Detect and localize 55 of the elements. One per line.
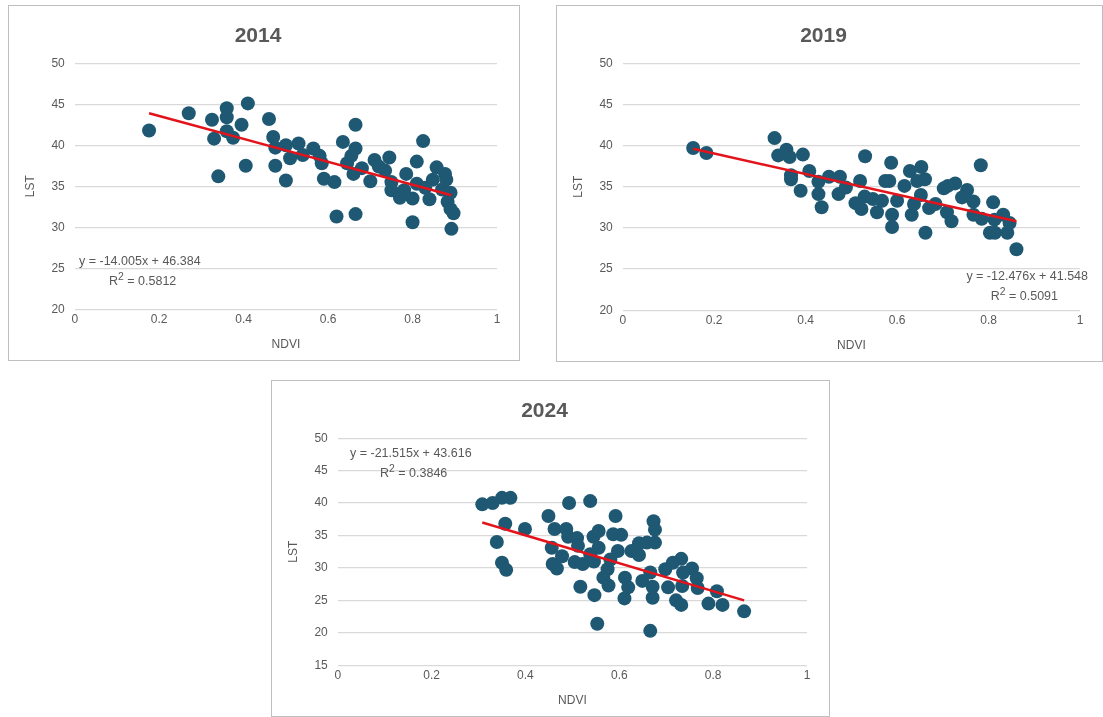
x-tick-label: 0.4 bbox=[797, 312, 815, 327]
y-tick-label: 45 bbox=[51, 96, 66, 111]
annotation: y = -14.005x + 46.384 bbox=[79, 253, 201, 269]
y-tick-label: 25 bbox=[599, 261, 614, 276]
y-tick-label: 15 bbox=[314, 657, 329, 672]
x-tick-label: 0.2 bbox=[423, 667, 441, 682]
x-tick-label: 0.8 bbox=[980, 312, 998, 327]
y-tick-label: 30 bbox=[314, 560, 329, 575]
x-tick-label: 0 bbox=[334, 667, 342, 682]
x-tick-label: 0.8 bbox=[704, 667, 722, 682]
y-tick-label: 45 bbox=[314, 462, 329, 477]
y-tick-label: 30 bbox=[51, 219, 66, 234]
y-tick-label: 20 bbox=[599, 302, 614, 317]
x-tick-label: 0.2 bbox=[705, 312, 723, 327]
x-tick-label: 0.4 bbox=[517, 667, 535, 682]
chart-title: 2014 bbox=[234, 23, 282, 47]
x-tick-label: 0.8 bbox=[404, 311, 422, 326]
y-axis-title: LST bbox=[22, 174, 37, 198]
y-tick-label: 50 bbox=[599, 55, 614, 70]
y-tick-label: 20 bbox=[51, 301, 66, 316]
y-tick-label: 40 bbox=[51, 137, 66, 152]
x-axis-title: NDVI bbox=[558, 693, 587, 708]
y-tick-label: 35 bbox=[51, 178, 66, 193]
x-tick-label: 1 bbox=[1076, 312, 1084, 327]
x-tick-label: 0.6 bbox=[610, 667, 628, 682]
x-tick-label: 0 bbox=[619, 312, 627, 327]
y-tick-label: 30 bbox=[599, 220, 614, 235]
y-tick-label: 50 bbox=[314, 430, 329, 445]
annotation: R$^{2}$ = 0.5812 bbox=[108, 270, 178, 290]
annotation: R$^{2}$ = 0.5091 bbox=[989, 285, 1059, 305]
y-tick-label: 40 bbox=[314, 495, 329, 510]
x-tick-label: 0 bbox=[71, 311, 79, 326]
x-tick-label: 1 bbox=[493, 311, 501, 326]
x-tick-label: 1 bbox=[803, 667, 811, 682]
y-axis-title: LST bbox=[285, 540, 300, 563]
y-tick-label: 35 bbox=[599, 179, 614, 194]
chart-title: 2024 bbox=[521, 398, 569, 422]
y-tick-label: 50 bbox=[51, 55, 66, 70]
x-tick-label: 0.6 bbox=[888, 312, 906, 327]
y-tick-label: 35 bbox=[314, 527, 329, 542]
x-tick-label: 0.2 bbox=[150, 311, 168, 326]
chart-title: 2019 bbox=[800, 23, 847, 47]
y-tick-label: 20 bbox=[314, 625, 329, 640]
x-axis-title: NDVI bbox=[271, 337, 301, 352]
y-tick-label: 45 bbox=[599, 96, 614, 111]
y-axis-title: LST bbox=[570, 175, 585, 198]
y-tick-label: 25 bbox=[51, 260, 66, 275]
annotation: y = -21.515x + 43.616 bbox=[350, 445, 472, 461]
x-axis-title: NDVI bbox=[837, 338, 866, 353]
annotation: y = -12.476x + 41.548 bbox=[966, 268, 1088, 284]
annotation: R$^{2}$ = 0.3846 bbox=[379, 462, 449, 482]
x-tick-label: 0.4 bbox=[235, 311, 253, 326]
y-tick-label: 25 bbox=[314, 592, 329, 607]
y-tick-label: 40 bbox=[599, 137, 614, 152]
x-tick-label: 0.6 bbox=[319, 311, 337, 326]
